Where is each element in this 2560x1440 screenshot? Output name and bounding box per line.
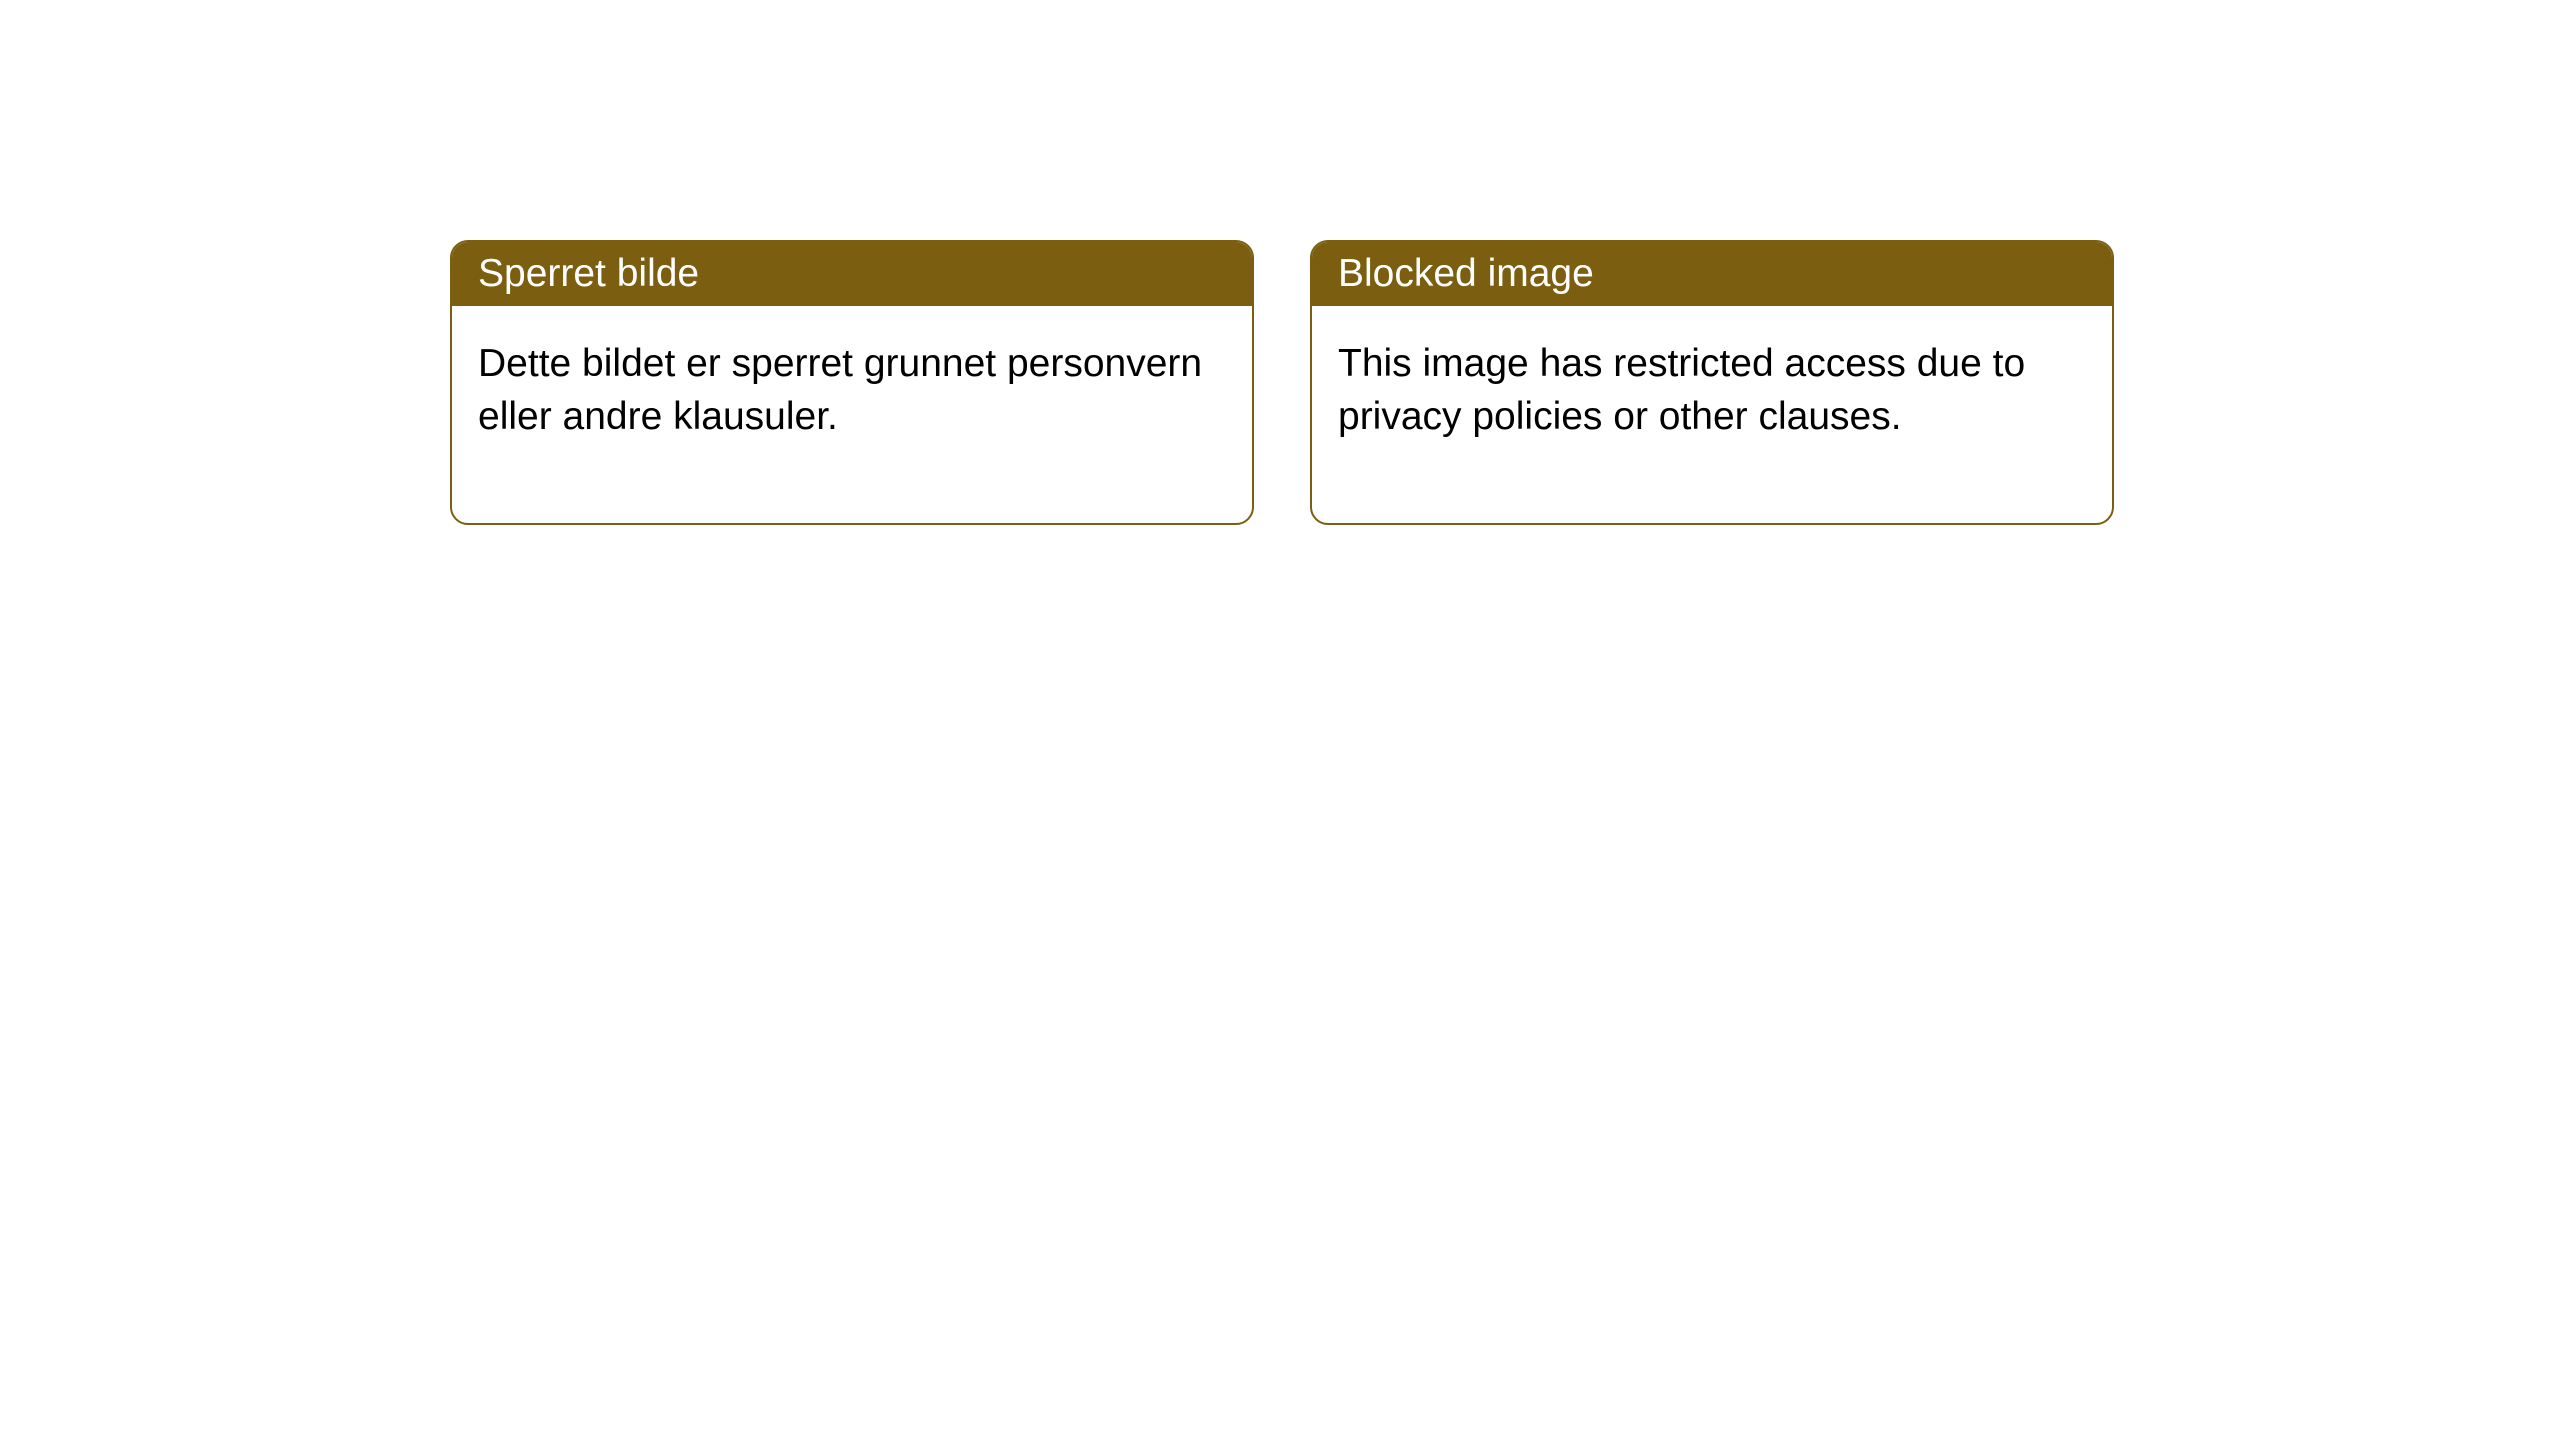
notice-body-text: Dette bildet er sperret grunnet personve…	[478, 342, 1202, 438]
notice-body: Dette bildet er sperret grunnet personve…	[452, 306, 1252, 523]
notice-body-text: This image has restricted access due to …	[1338, 342, 2025, 438]
notice-card-english: Blocked image This image has restricted …	[1310, 240, 2114, 525]
notice-title: Sperret bilde	[478, 252, 699, 295]
notice-card-norwegian: Sperret bilde Dette bildet er sperret gr…	[450, 240, 1254, 525]
notice-header: Blocked image	[1312, 242, 2112, 306]
notice-title: Blocked image	[1338, 252, 1594, 295]
notice-container: Sperret bilde Dette bildet er sperret gr…	[450, 240, 2114, 525]
notice-header: Sperret bilde	[452, 242, 1252, 306]
notice-body: This image has restricted access due to …	[1312, 306, 2112, 523]
